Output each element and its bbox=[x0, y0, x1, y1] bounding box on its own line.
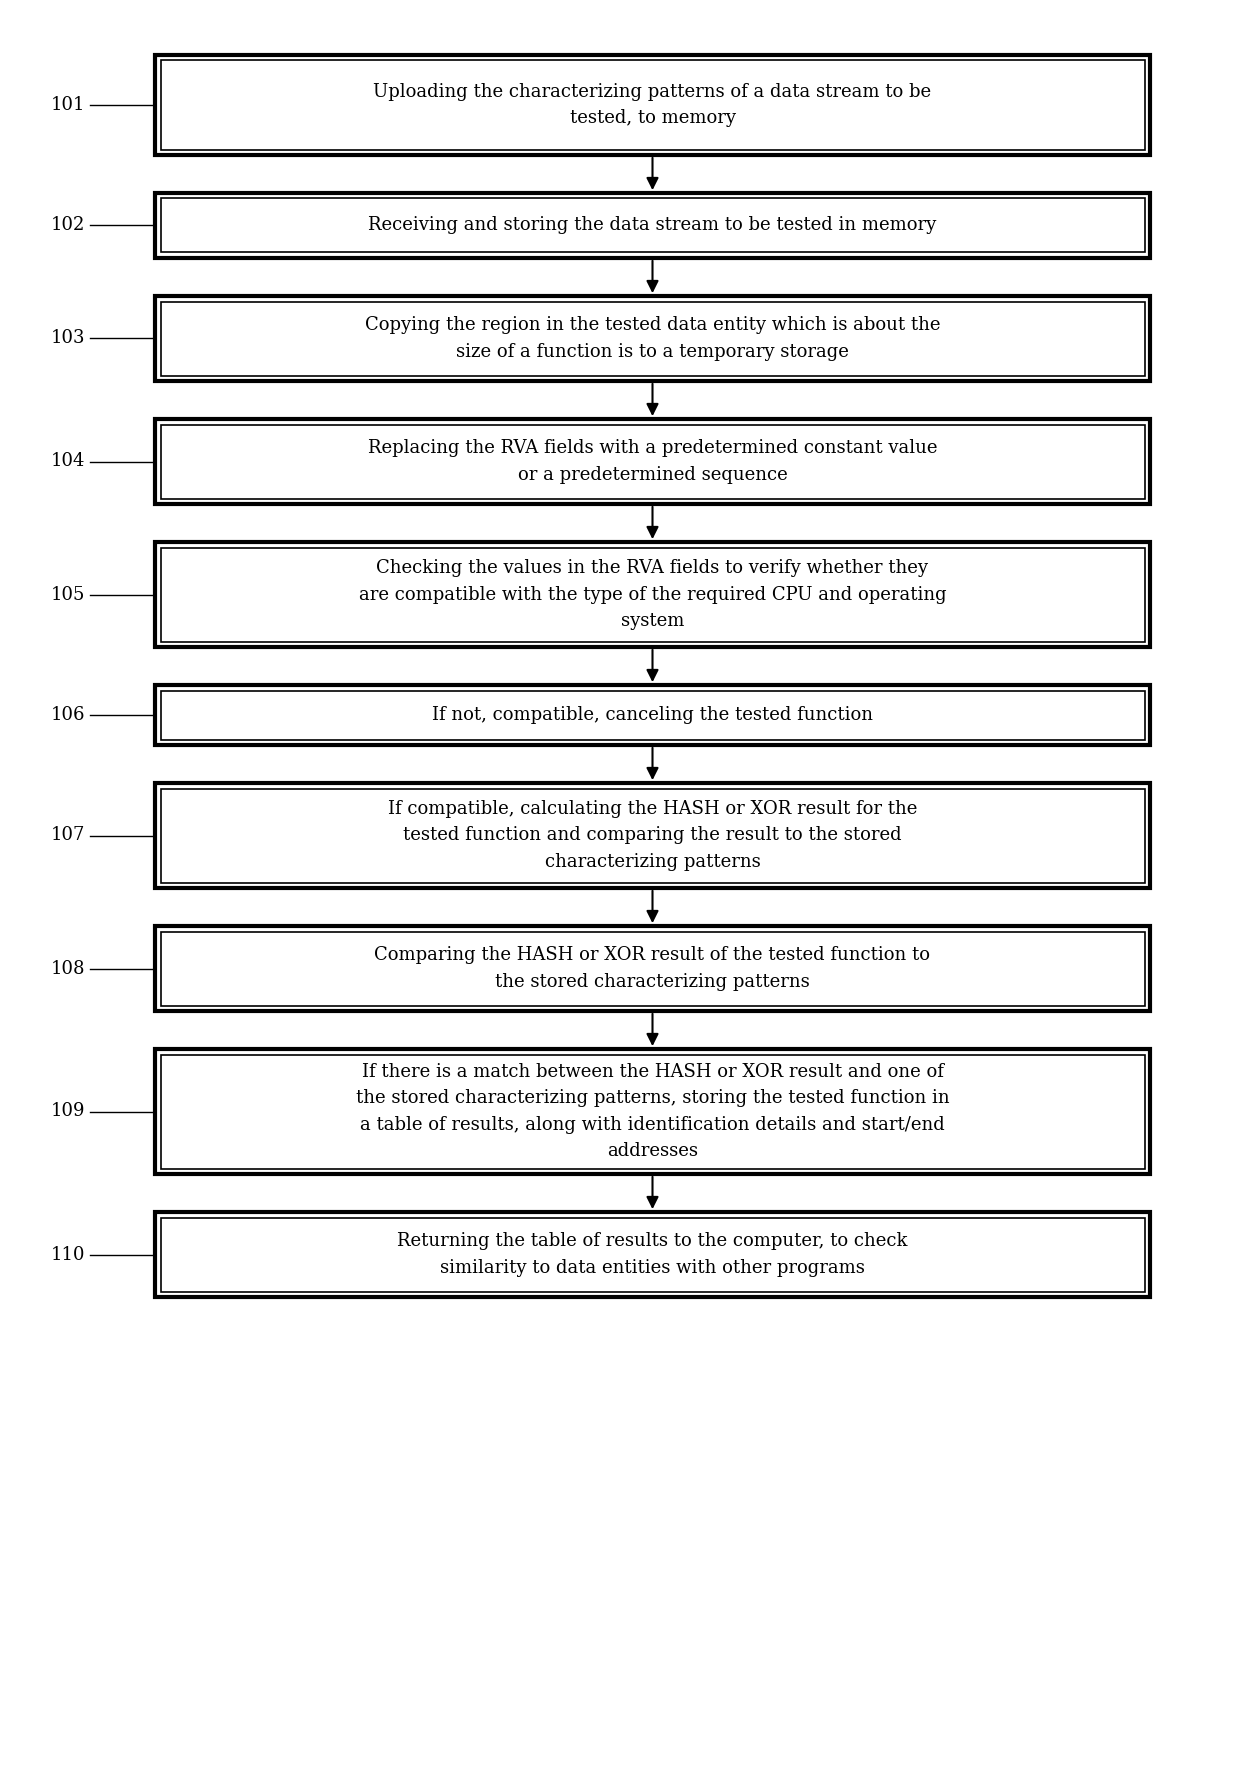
Text: 103: 103 bbox=[51, 329, 86, 347]
Text: Replacing the RVA fields with a predetermined constant value
or a predetermined : Replacing the RVA fields with a predeter… bbox=[368, 440, 937, 484]
Bar bbox=[155, 783, 1149, 888]
Bar bbox=[160, 1217, 1145, 1292]
Bar bbox=[155, 1212, 1149, 1297]
Bar bbox=[160, 1054, 1145, 1169]
Text: Copying the region in the tested data entity which is about the
size of a functi: Copying the region in the tested data en… bbox=[365, 316, 940, 361]
Text: If there is a match between the HASH or XOR result and one of
the stored charact: If there is a match between the HASH or … bbox=[356, 1063, 950, 1160]
Text: 102: 102 bbox=[51, 216, 86, 234]
Text: Checking the values in the RVA fields to verify whether they
are compatible with: Checking the values in the RVA fields to… bbox=[358, 559, 946, 629]
Text: 106: 106 bbox=[51, 706, 86, 724]
Text: If compatible, calculating the HASH or XOR result for the
tested function and co: If compatible, calculating the HASH or X… bbox=[388, 801, 918, 870]
Bar bbox=[155, 1049, 1149, 1174]
Text: 109: 109 bbox=[51, 1103, 86, 1120]
Bar bbox=[155, 297, 1149, 381]
Text: If not, compatible, canceling the tested function: If not, compatible, canceling the tested… bbox=[432, 706, 873, 724]
Bar bbox=[155, 55, 1149, 155]
Text: 110: 110 bbox=[51, 1246, 86, 1263]
Bar bbox=[160, 425, 1145, 499]
Text: 101: 101 bbox=[51, 96, 86, 114]
Text: Returning the table of results to the computer, to check
similarity to data enti: Returning the table of results to the co… bbox=[397, 1233, 908, 1276]
Text: 105: 105 bbox=[51, 586, 86, 604]
Bar bbox=[160, 198, 1145, 252]
Bar bbox=[160, 931, 1145, 1006]
Bar bbox=[155, 684, 1149, 745]
Text: 108: 108 bbox=[51, 960, 86, 977]
Bar bbox=[160, 788, 1145, 883]
Text: Receiving and storing the data stream to be tested in memory: Receiving and storing the data stream to… bbox=[368, 216, 936, 234]
Bar bbox=[160, 690, 1145, 740]
Bar bbox=[155, 418, 1149, 504]
Bar bbox=[160, 302, 1145, 375]
Text: Comparing the HASH or XOR result of the tested function to
the stored characteri: Comparing the HASH or XOR result of the … bbox=[374, 947, 930, 990]
Bar bbox=[160, 61, 1145, 150]
Bar bbox=[155, 926, 1149, 1011]
Bar bbox=[155, 541, 1149, 647]
Text: 104: 104 bbox=[51, 452, 86, 470]
Bar bbox=[160, 547, 1145, 642]
Text: 107: 107 bbox=[51, 827, 86, 845]
Text: Uploading the characterizing patterns of a data stream to be
tested, to memory: Uploading the characterizing patterns of… bbox=[373, 82, 931, 127]
Bar bbox=[155, 193, 1149, 257]
